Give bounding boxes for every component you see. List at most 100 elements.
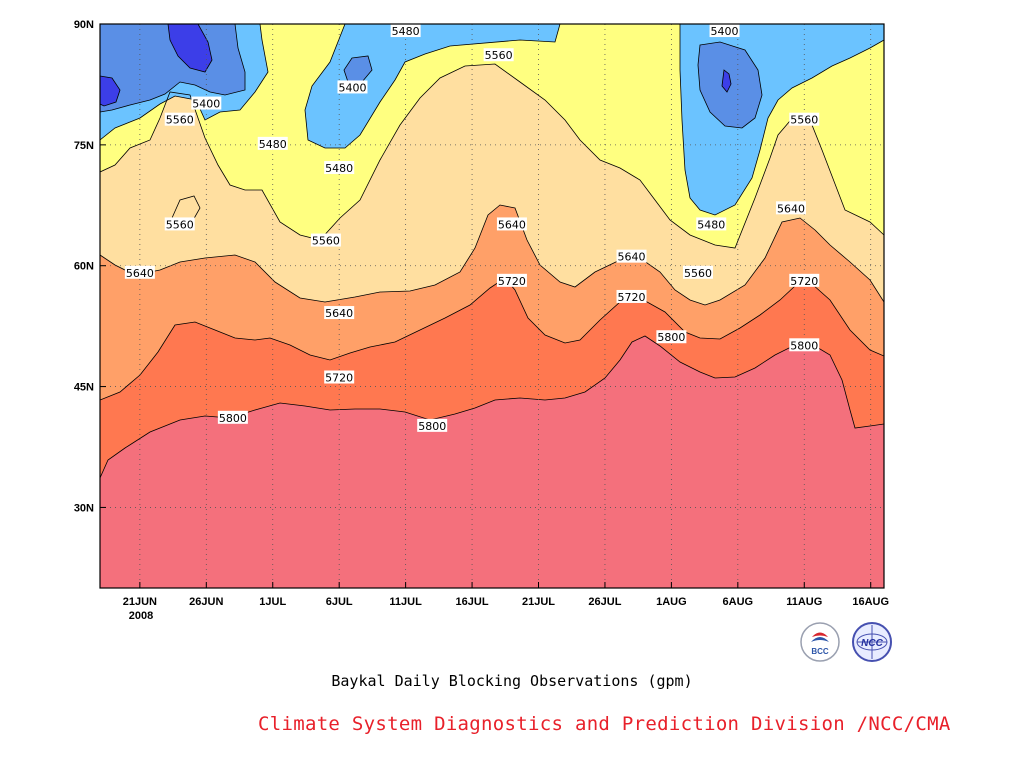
grid-lines (100, 24, 884, 588)
x-tick-label: 11AUG (786, 596, 822, 608)
contour-label-text: 5480 (325, 162, 353, 175)
bcc-logo: BCC (800, 622, 840, 662)
contour-label: 5560 (483, 48, 514, 62)
contour-label-bg (390, 24, 421, 38)
band-below-5400-c (722, 70, 731, 92)
contour-label-text: 5640 (498, 218, 526, 231)
contour-label-text: 5720 (325, 372, 353, 385)
contour-label-bg (789, 338, 820, 352)
band-below-5400-b (100, 76, 120, 106)
contour-label-text: 5640 (618, 251, 646, 264)
contour-label-bg (324, 306, 355, 320)
contour-label: 5400 (709, 24, 740, 38)
contour-label-bg (310, 233, 341, 247)
plot-frame (99, 23, 885, 589)
contour-label-text: 5720 (790, 275, 818, 288)
contour-label-bg (775, 201, 806, 215)
y-tick-label: 90N (74, 19, 94, 31)
contour-label-text: 5560 (312, 235, 340, 248)
contour-label-text: 5480 (697, 218, 725, 231)
contour-chart: 5480 5400 5400 5560 5480 5480 5560 5560 5640 5640… (74, 19, 889, 622)
contour-label-text: 5560 (790, 114, 818, 127)
band-above-5880 (100, 336, 884, 588)
contour-label-text: 5560 (684, 267, 712, 280)
x-tick-label: 1JUL (259, 596, 286, 608)
contour-label-text: 5560 (166, 218, 194, 231)
y-tick-label: 30N (74, 502, 94, 514)
y-tick-label: 45N (74, 382, 94, 394)
contour-label-bg (217, 410, 248, 424)
x-tick-label: 26JUN (189, 596, 223, 608)
contour-5320-b (100, 75, 121, 107)
contour-5400-east (697, 41, 763, 129)
contour-label: 5640 (124, 265, 155, 280)
contour-label: 5720 (616, 289, 647, 304)
contour-label-bg (191, 96, 222, 110)
x-tick-label: 21JUN (123, 596, 157, 608)
contour-label-bg (164, 112, 195, 126)
contour-label: 5480 (390, 24, 421, 38)
x-tick-label: 6JUL (326, 596, 353, 608)
contour-label-bg (417, 418, 448, 432)
svg-text:BCC: BCC (811, 647, 829, 656)
contour-label-text: 5400 (192, 98, 220, 111)
contour-label-bg (324, 161, 355, 175)
x-tick-label: 21JUL (522, 596, 555, 608)
x-axis: 21JUN 26JUN 1JUL 6JUL 11JUL 16JUL 21JUL 26JUL 1A… (123, 582, 889, 608)
band-5480-5560-mid (305, 24, 560, 148)
contour-5480-west (100, 24, 269, 141)
x-tick-label: 16AUG (852, 596, 889, 608)
contour-label-text: 5800 (657, 331, 685, 344)
contour-label-bg (164, 217, 195, 231)
contour-label: 5640 (775, 201, 806, 215)
contour-label-text: 5480 (392, 25, 420, 38)
svg-text:NCC: NCC (861, 638, 883, 649)
contour-label: 5560 (164, 217, 195, 231)
x-tick-label: 11JUL (389, 596, 422, 608)
contour-label-bg (682, 265, 713, 279)
contour-label-text: 5560 (166, 114, 194, 127)
band-below-5400-a (168, 24, 212, 72)
contour-label: 5720 (324, 370, 355, 385)
contour-label: 5480 (257, 136, 288, 151)
contour-label-bg (124, 265, 155, 279)
contour-label-text: 5800 (219, 412, 247, 425)
contour-labels: 5480 5400 5400 5560 5480 5480 5560 5560 5640 5640… (124, 24, 820, 433)
contour-label-bg (616, 289, 647, 303)
contour-label: 5480 (696, 217, 727, 231)
contour-label: 5560 (682, 265, 713, 280)
contour-label: 5560 (164, 112, 195, 127)
x-tick-label: 16JUL (456, 596, 489, 608)
contour-label-text: 5640 (777, 202, 805, 215)
contour-label-bg (496, 273, 527, 287)
contour-label-bg (656, 330, 687, 344)
contour-label-text: 5400 (338, 81, 366, 94)
contour-label: 5720 (789, 273, 820, 288)
contour-5640-line (100, 204, 884, 306)
contour-label-text: 5400 (711, 25, 739, 38)
contour-label: 5400 (191, 96, 222, 111)
contour-label-bg (789, 112, 820, 126)
logos: BCC NCC (800, 622, 892, 662)
x-tick-label: 6AUG (723, 596, 754, 608)
contour-5320-a (167, 24, 213, 73)
contour-5480-east (679, 24, 884, 216)
credit-line: Climate System Diagnostics and Predictio… (258, 713, 951, 735)
contour-label: 5720 (496, 273, 527, 288)
contour-label-text: 5560 (485, 49, 513, 62)
contour-label: 5480 (324, 161, 355, 175)
contour-label-bg (483, 48, 514, 62)
contour-label-bg (324, 370, 355, 384)
contour-label: 5800 (417, 418, 448, 433)
contour-label: 5640 (496, 217, 527, 231)
contour-fills (100, 24, 884, 588)
contour-label: 5640 (616, 249, 647, 264)
contour-label-text: 5640 (126, 267, 154, 280)
x-tick-label: 26JUL (588, 596, 621, 608)
contour-label: 5800 (217, 410, 248, 425)
contour-5560-line (100, 63, 884, 249)
contour-5320-c (721, 69, 732, 93)
contour-label: 5560 (310, 233, 341, 248)
contour-label-bg (257, 136, 288, 150)
contour-label-bg (616, 249, 647, 263)
